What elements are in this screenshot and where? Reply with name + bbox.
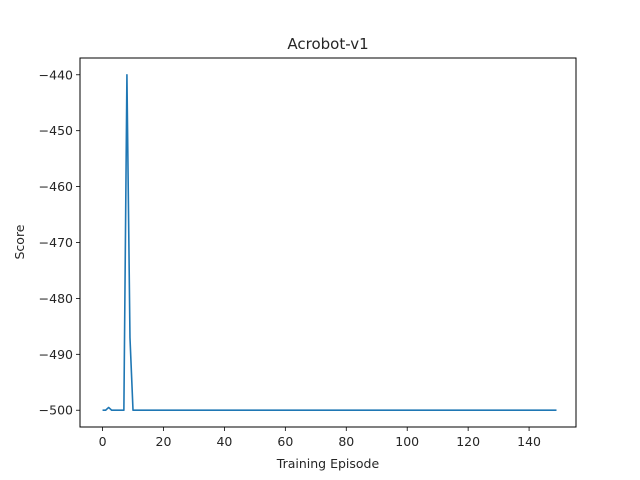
x-tick-label: 0 [99,434,107,449]
x-tick-label: 60 [277,434,293,449]
y-axis-ticks: −500 −490 −480 −470 −460 −450 −440 [39,67,80,418]
x-tick-label: 140 [517,434,541,449]
x-axis-ticks: 0 20 40 60 80 100 120 140 [99,427,541,449]
chart-title: Acrobot-v1 [287,35,368,53]
y-tick-label: −500 [39,403,73,418]
x-axis-title: Training Episode [276,456,380,471]
y-tick-label: −470 [39,235,73,250]
plot-frame [79,57,577,428]
x-tick-label: 100 [395,434,419,449]
x-tick-label: 20 [156,434,172,449]
series-line-0 [102,73,557,412]
y-axis-title: Score [12,224,27,259]
plot-area [102,73,557,412]
x-tick-label: 120 [456,434,480,449]
y-tick-label: −480 [39,291,73,306]
x-tick-label: 80 [338,434,354,449]
x-tick-label: 40 [216,434,232,449]
y-tick-label: −460 [39,179,73,194]
y-tick-label: −490 [39,347,73,362]
y-tick-label: −450 [39,123,73,138]
y-tick-label: −440 [39,67,73,82]
